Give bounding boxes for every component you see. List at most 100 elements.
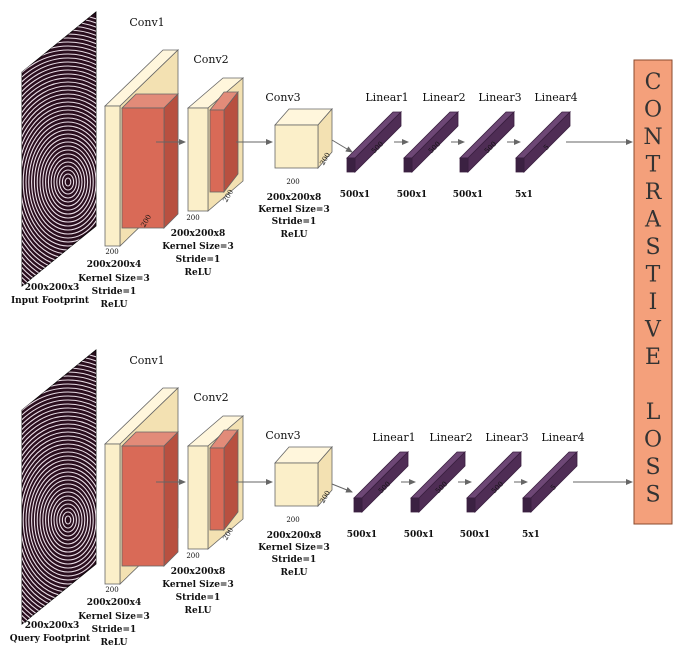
branch0-conv2-dim1: 200 [186,214,199,222]
branch1-conv1-featuremap [121,431,179,567]
loss-letter: A [644,208,662,233]
loss-letter: N [643,125,662,150]
branch0-conv3-dims: 200x200x8 [267,193,322,203]
branch1-conv1-featuremap-front [121,445,165,567]
fingerprint-ridge [53,499,83,541]
branch1-conv3-cube-front [274,462,319,507]
branch0-conv3-act: ReLU [281,230,308,240]
branch0-conv1-kernel: Kernel Size=3 [78,274,149,284]
branch1-conv2-slab-front [187,445,209,550]
fingerprint-ridge [22,375,96,624]
branch1-conv1-stride: Stride=1 [92,625,137,635]
branch1-conv2-featuremap-side [223,428,239,532]
branch0-conv3-cube [274,107,333,170]
fingerprint-ridge [22,57,96,286]
branch0-input-name: Input Footprint [11,296,90,306]
fingerprint-ridge [22,77,96,286]
branch1-conv1-title: Conv1 [129,354,164,367]
loss-letter: O [644,98,662,123]
loss-letter: I [649,290,658,315]
branch1-conv1-featuremap-side [163,431,179,567]
fingerprint-ridge [22,61,96,286]
branch0-conv1-stride: Stride=1 [92,287,137,297]
branch0-conv2-dims: 200x200x8 [171,229,226,239]
fingerprint-ridge [42,483,94,557]
fingerprint-ridge [22,73,96,286]
fingerprint-ridge [31,467,96,573]
branch0-linear1-size: 500x1 [340,190,370,200]
branch1-linear1-title: Linear1 [372,431,415,444]
fingerprint-ridge [36,475,96,565]
branch1-arrow-conv3-linear1 [331,483,353,493]
branch1-conv2-title: Conv2 [193,391,228,404]
branch-input: 200x200x3 Input Footprint Conv1 200 200 200x2… [11,11,633,310]
loss-letter: V [644,318,662,343]
branch0-linear4-title: Linear4 [534,91,577,104]
branch1-conv3-dims: 200x200x8 [267,531,322,541]
fingerprint-ridge [61,511,75,529]
branch1-linear4-front [530,451,578,513]
fingerprint-ridge [22,53,96,286]
branch1-conv3-title: Conv3 [265,429,300,442]
branch0-linear4: Linear4 5 5x1 [515,91,578,200]
branch1-conv2-featuremap [209,428,239,532]
branch1-linear4: Linear4 5 5x1 [522,431,585,540]
branch0-arrows [156,139,633,153]
fingerprint-ridge [39,141,96,223]
branch1-linear2-end [410,497,420,513]
branch1-conv3-act: ReLU [281,568,308,578]
fingerprint-ridge [22,117,96,247]
fingerprint-ridge [22,411,96,624]
branch1-conv1-slab-front [104,443,121,585]
fingerprint-ridge [28,463,96,577]
branch0-linear3-title: Linear3 [478,91,521,104]
branch0-conv2-featuremap-front [209,109,225,193]
fingerprint-ridge [22,455,96,585]
branch1-linear2-title: Linear2 [429,431,472,444]
branch0-conv1-act: ReLU [101,300,128,310]
branch0-linear2-end [403,157,413,173]
fingerprint-ridge [25,121,96,243]
fingerprint-ridge [36,137,96,227]
branch0-conv3-kernel: Kernel Size=3 [258,205,329,215]
fingerprint-ridge [47,153,89,211]
fingerprint-ridge [28,125,96,239]
fingerprint-ridge [22,415,96,624]
fingerprint-ridge [50,495,86,545]
branch0-conv2-stride: Stride=1 [176,255,221,265]
fingerprint-ridge [22,403,96,624]
branch0-conv1-dims: 200x200x4 [87,260,142,270]
branch0-conv3-title: Conv3 [265,91,300,104]
fingerprint-ridge [22,407,96,624]
branch1-linear1-size: 500x1 [347,530,377,540]
branch1-linear3-size: 500x1 [460,530,490,540]
branch0-linear1-end [346,157,356,173]
branch1-conv1-dims: 200x200x4 [87,598,142,608]
fingerprint-ridge [22,383,96,624]
branch1-linear4-title: Linear4 [541,431,584,444]
branch1-input-name: Query Footprint [10,634,91,644]
branch0-linear2-size: 500x1 [397,190,427,200]
branch1-conv1-act: ReLU [101,638,128,648]
branch1-arrows [156,479,633,493]
loss-letter: T [646,263,661,288]
fingerprint-ridge [33,133,96,231]
loss-letter: T [646,153,661,178]
fingerprint-ridge [22,41,96,286]
fingerprint-ridge [22,69,96,286]
loss-letter: S [645,235,660,260]
branch1-conv2-featuremap-front [209,447,225,531]
loss-letter: O [644,428,662,453]
fingerprint-ridge [45,149,91,215]
branch1-linear2-size: 500x1 [404,530,434,540]
branch0-linear3-end [459,157,469,173]
branch0-conv1-featuremap-front [121,107,165,229]
